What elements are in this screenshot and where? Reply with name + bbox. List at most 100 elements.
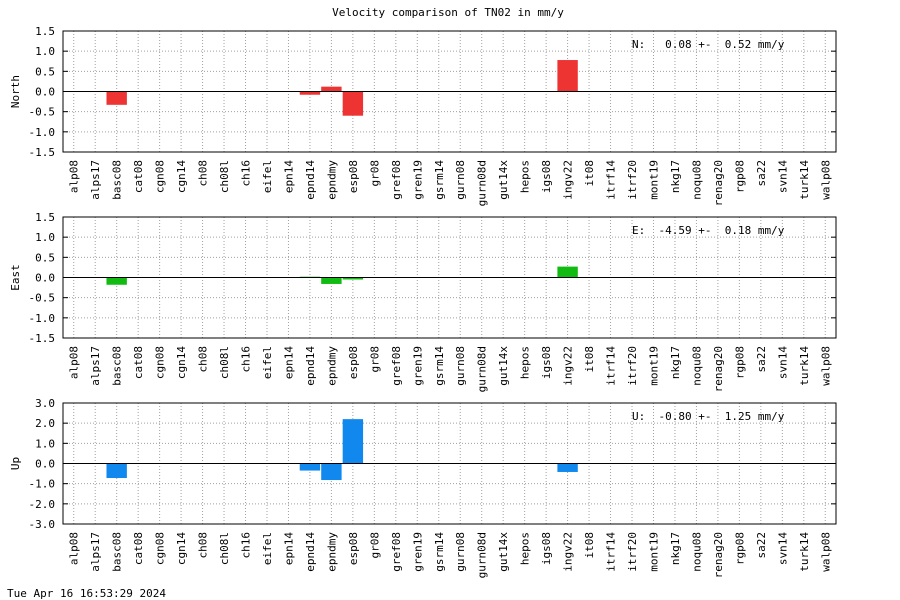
north-bar-epndmy (321, 86, 342, 92)
east-ytick-label: 0.5 (35, 251, 55, 264)
north-xtick-label-gref08: gref08 (390, 160, 403, 200)
up-bar-epnd14 (299, 463, 321, 471)
east-xtick-label-rgp08: rgp08 (733, 346, 746, 379)
east-bar-basc08 (106, 277, 127, 285)
east-xtick-label-ch16: ch16 (240, 346, 253, 373)
up-xtick-label-itrf20: itrf20 (626, 532, 639, 572)
north-ytick-label: -1.0 (29, 126, 56, 139)
up-ytick-label: 3.0 (35, 397, 55, 410)
up-ytick-label: -3.0 (29, 518, 56, 531)
north-xtick-label-epn14: epn14 (282, 160, 295, 193)
north-xtick-label-epnd14: epnd14 (304, 160, 317, 200)
east-ytick-label: 0.0 (35, 272, 55, 285)
north-xtick-label-gren19: gren19 (411, 160, 424, 200)
up-xtick-label-nkg17: nkg17 (669, 532, 682, 565)
east-xtick-label-itrf20: itrf20 (626, 346, 639, 386)
up-ytick-label: -2.0 (29, 498, 56, 511)
north-xtick-label-itrf20: itrf20 (626, 160, 639, 200)
up-xtick-label-gut14x: gut14x (497, 532, 510, 572)
east-xtick-label-alps17: alps17 (89, 346, 102, 386)
up-ytick-label: 2.0 (35, 417, 55, 430)
up-xtick-label-epnd14: epnd14 (304, 532, 317, 572)
north-xtick-label-gr08: gr08 (368, 160, 381, 187)
east-xtick-label-noqu08: noqu08 (690, 346, 703, 386)
north-xtick-label-ingv22: ingv22 (562, 160, 575, 200)
east-xtick-label-gref08: gref08 (390, 346, 403, 386)
up-xtick-label-cat08: cat08 (132, 532, 145, 565)
north-xtick-label-turk14: turk14 (798, 160, 811, 200)
east-xtick-label-esp08: esp08 (347, 346, 360, 379)
north-xtick-label-rgp08: rgp08 (733, 160, 746, 193)
up-xtick-label-gref08: gref08 (390, 532, 403, 572)
north-xtick-label-sa22: sa22 (755, 160, 768, 187)
up-xtick-label-gr08: gr08 (368, 532, 381, 559)
up-y-axis-label: Up (9, 457, 22, 470)
up-xtick-label-svn14: svn14 (776, 532, 789, 565)
east-annotation: E: -4.59 +- 0.18 mm/y (632, 224, 785, 237)
north-xtick-label-cgn08: cgn08 (154, 160, 167, 193)
north-xtick-label-cgn14: cgn14 (175, 160, 188, 193)
north-ytick-label: -0.5 (29, 106, 56, 119)
east-xtick-label-renag20: renag20 (712, 346, 725, 392)
north-xtick-label-cat08: cat08 (132, 160, 145, 193)
east-xtick-label-turk14: turk14 (798, 346, 811, 386)
north-ytick-label: -1.5 (29, 146, 56, 159)
north-xtick-label-epndmy: epndmy (325, 160, 338, 200)
east-xtick-label-nkg17: nkg17 (669, 346, 682, 379)
east-xtick-label-ch08: ch08 (197, 346, 210, 373)
north-ytick-label: 1.0 (35, 45, 55, 58)
north-annotation: N: 0.08 +- 0.52 mm/y (632, 38, 785, 51)
east-bar-epndmy (321, 277, 342, 284)
north-xtick-label-itrf14: itrf14 (605, 160, 618, 200)
north-bar-ingv22 (557, 60, 578, 92)
up-xtick-label-gren19: gren19 (411, 532, 424, 572)
east-xtick-label-eifel: eifel (261, 346, 274, 379)
north-xtick-label-ch16: ch16 (240, 160, 253, 187)
up-xtick-label-turk14: turk14 (798, 532, 811, 572)
north-xtick-label-it08: it08 (583, 160, 596, 187)
up-xtick-label-noqu08: noqu08 (690, 532, 703, 572)
up-xtick-label-gsrm14: gsrm14 (433, 532, 446, 572)
north-xtick-label-ch08l: ch08l (218, 160, 231, 193)
up-xtick-label-gurn08d: gurn08d (476, 532, 489, 578)
east-xtick-label-itrf14: itrf14 (605, 346, 618, 386)
east-xtick-label-gsrm14: gsrm14 (433, 346, 446, 386)
chart-title: Velocity comparison of TN02 in mm/y (332, 6, 564, 19)
east-ytick-label: -0.5 (29, 292, 56, 305)
up-xtick-label-hepos: hepos (519, 532, 532, 565)
east-xtick-label-it08: it08 (583, 346, 596, 373)
up-xtick-label-ingv22: ingv22 (562, 532, 575, 572)
north-plot-frame (62, 30, 837, 153)
east-xtick-label-ingv22: ingv22 (562, 346, 575, 386)
east-xtick-label-cgn08: cgn08 (154, 346, 167, 379)
up-bar-basc08 (106, 463, 127, 479)
east-bar-ingv22 (557, 266, 578, 278)
north-xtick-label-noqu08: noqu08 (690, 160, 703, 200)
north-ytick-label: 1.5 (35, 25, 55, 38)
north-bar-esp08 (342, 91, 364, 116)
up-xtick-label-igs08: igs08 (540, 532, 553, 565)
up-xtick-label-epn14: epn14 (282, 532, 295, 565)
up-xtick-label-gurn08: gurn08 (454, 532, 467, 572)
north-bar-epnd14 (299, 91, 321, 95)
up-ytick-label: 1.0 (35, 437, 55, 450)
east-xtick-label-cgn14: cgn14 (175, 346, 188, 379)
up-annotation: U: -0.80 +- 1.25 mm/y (632, 410, 785, 423)
north-xtick-label-eifel: eifel (261, 160, 274, 193)
north-xtick-label-gsrm14: gsrm14 (433, 160, 446, 200)
north-xtick-label-gut14x: gut14x (497, 160, 510, 200)
east-xtick-label-gren19: gren19 (411, 346, 424, 386)
up-xtick-label-cgn08: cgn08 (154, 532, 167, 565)
north-xtick-label-renag20: renag20 (712, 160, 725, 206)
north-xtick-label-igs08: igs08 (540, 160, 553, 193)
north-xtick-label-esp08: esp08 (347, 160, 360, 193)
north-xtick-label-ch08: ch08 (197, 160, 210, 187)
up-panel: 3.0 2.0 1.0 0.0 -1.0 -2.0 -3.0 U: -0.80 +- 1.25… (9, 397, 837, 578)
up-xtick-label-ch08l: ch08l (218, 532, 231, 565)
east-xtick-label-gr08: gr08 (368, 346, 381, 373)
east-ytick-label: 1.0 (35, 231, 55, 244)
east-plot-frame (62, 216, 837, 339)
up-xtick-label-esp08: esp08 (347, 532, 360, 565)
north-xtick-label-nkg17: nkg17 (669, 160, 682, 193)
